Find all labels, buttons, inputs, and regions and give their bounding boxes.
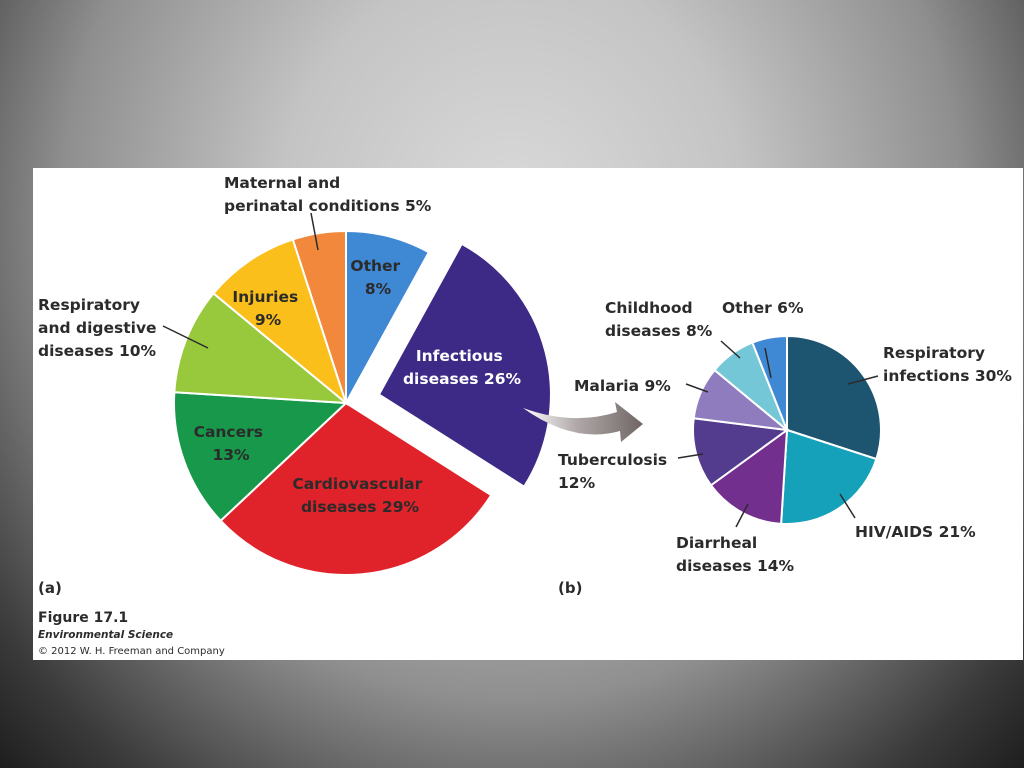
pie-a-label-cardiovascular: Cardiovascular diseases 29% <box>292 475 427 516</box>
pie-a-slice-maternal-and-perinatal-conditions <box>291 229 347 404</box>
pie-a-label-cancers: Cancers 13% <box>194 423 269 464</box>
pie-a-slice-cardiovascular-diseases <box>219 401 493 576</box>
figure-panel: Other 8% Infectious diseases 26% Cardiov… <box>33 168 1023 660</box>
figure-book-title: Environmental Science <box>38 629 173 641</box>
pie-b-label-diarrheal: Diarrheal diseases 14% <box>676 534 795 575</box>
pie-chart-a <box>173 229 552 576</box>
leader-lines-a <box>162 212 319 349</box>
pie-b-slice-tuberculosis <box>692 417 790 487</box>
panel-label-a: (a) <box>38 579 62 597</box>
pie-b-label-tuberculosis: Tuberculosis 12% <box>558 451 673 492</box>
figure-svg: Other 8% Infectious diseases 26% Cardiov… <box>38 174 1012 657</box>
pie-a-slice-cancers <box>173 391 349 523</box>
figure-number: Figure 17.1 <box>38 610 128 626</box>
pie-a-label-infectious: Infectious diseases 26% <box>403 347 522 388</box>
pie-b-label-malaria: Malaria 9% <box>574 377 671 395</box>
zoom-arrow <box>523 402 643 442</box>
pie-a-label-other: Other 8% <box>350 257 405 298</box>
pie-a-slice-respiratory-and-digestive-diseases <box>173 291 350 405</box>
pie-b-label-childhood: Childhood diseases 8% <box>605 299 713 340</box>
pie-a-label-injuries: Injuries 9% <box>232 288 303 329</box>
pie-chart-b <box>692 334 882 525</box>
pie-a-slice-infectious-diseases <box>377 242 552 489</box>
figure-copyright: © 2012 W. H. Freeman and Company <box>38 646 225 657</box>
leader-lines-b <box>677 340 879 528</box>
pie-b-label-other: Other 6% <box>722 299 804 317</box>
panel-label-b: (b) <box>558 579 582 597</box>
pie-a-label-maternal: Maternal and perinatal conditions 5% <box>224 174 432 215</box>
pie-b-label-hiv-aids: HIV/AIDS 21% <box>855 523 976 541</box>
pie-b-slice-other <box>751 334 788 431</box>
pie-b-slice-hiv-aids <box>780 428 878 525</box>
pie-a-label-respiratory-digestive: Respiratory and digestive diseases 10% <box>38 296 162 360</box>
pie-b-slice-respiratory-infections <box>786 334 882 461</box>
pie-b-label-respiratory-infections: Respiratory infections 30% <box>883 344 1012 385</box>
pie-a-slice-injuries <box>212 238 349 406</box>
pie-b-slice-diarrheal-diseases <box>709 427 789 525</box>
